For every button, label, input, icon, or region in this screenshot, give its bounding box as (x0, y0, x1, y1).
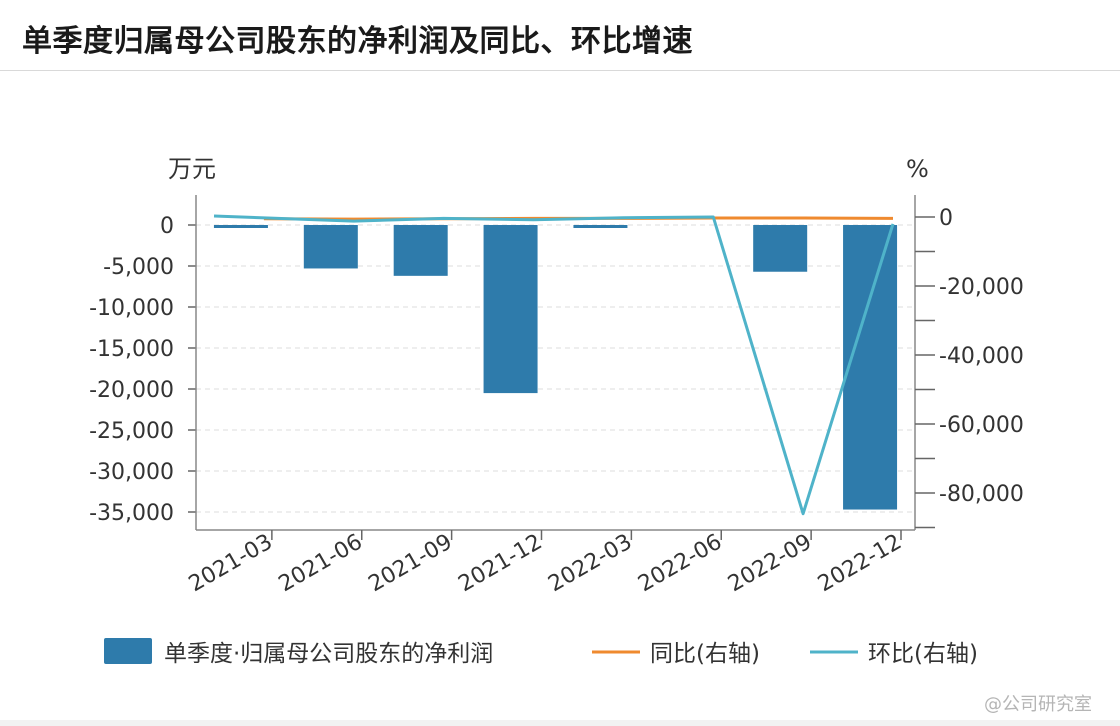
series-line (213, 214, 895, 516)
bar (573, 225, 628, 228)
x-axis-tick-label: 2022-12 (814, 530, 906, 598)
left-axis-tick-label: -20,000 (89, 378, 174, 403)
title-bar: 单季度归属母公司股东的净利润及同比、环比增速 (0, 0, 1120, 71)
x-axis-tick-label: 2021-12 (454, 530, 546, 598)
left-axis-tick-label: -10,000 (89, 296, 174, 321)
right-axis-tick-label: -80,000 (939, 482, 1024, 507)
left-axis-tick-label: -15,000 (89, 337, 174, 362)
left-axis-tick-label: -30,000 (89, 460, 174, 485)
right-axis-tick-label: -40,000 (939, 344, 1024, 369)
bar (393, 225, 448, 276)
chart-title: 单季度归属母公司股东的净利润及同比、环比增速 (22, 24, 693, 59)
x-axis-tick-label: 2021-06 (275, 530, 367, 598)
x-axis-tick-label: 2022-03 (544, 530, 636, 598)
right-axis-tick-label: 0 (939, 206, 953, 231)
left-axis-tick-label: -5,000 (103, 255, 174, 280)
right-axis-unit: % (906, 155, 929, 183)
legend-swatch-bar (104, 638, 152, 664)
legend-label: 同比(右轴) (650, 641, 760, 667)
legend-label: 环比(右轴) (868, 641, 978, 667)
bar (303, 225, 358, 269)
right-axis-tick-label: -60,000 (939, 413, 1024, 438)
x-axis-tick-label: 2022-09 (724, 530, 816, 598)
x-axis-tick-label: 2021-03 (185, 530, 277, 598)
x-axis-tick-label: 2021-09 (365, 530, 457, 598)
left-axis-tick-label: 0 (160, 214, 174, 239)
bar (483, 225, 538, 394)
watermark: @公司研究室 (984, 694, 1092, 715)
left-axis-tick-label: -35,000 (89, 501, 174, 526)
legend-label: 单季度·归属母公司股东的净利润 (164, 641, 493, 667)
right-axis-tick-label: -20,000 (939, 275, 1024, 300)
left-axis-unit: 万元 (168, 155, 216, 183)
bar (843, 225, 898, 510)
left-axis-tick-label: -25,000 (89, 419, 174, 444)
bar (213, 225, 268, 228)
bar (753, 225, 808, 272)
x-axis-tick-label: 2022-06 (634, 530, 726, 598)
